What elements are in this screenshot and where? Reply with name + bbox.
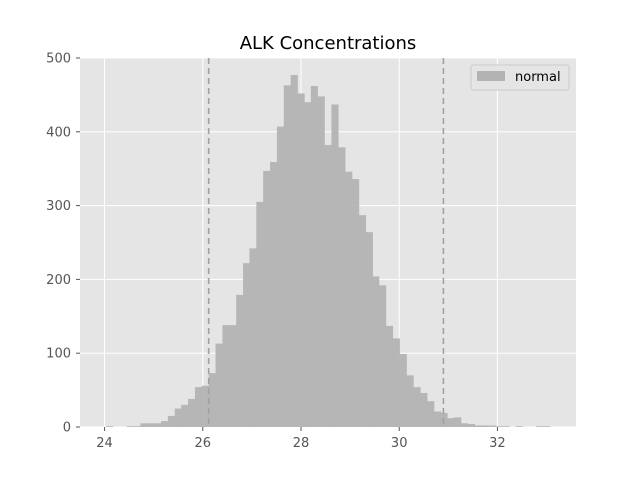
histogram-bar xyxy=(243,263,251,427)
histogram-bar xyxy=(385,325,394,427)
histogram-bar xyxy=(461,423,469,427)
histogram-bar xyxy=(379,285,387,427)
histogram-bar xyxy=(222,325,230,427)
histogram-bar xyxy=(201,385,209,427)
histogram-bar xyxy=(181,404,189,427)
histogram-bar xyxy=(208,373,216,427)
x-tick-label: 32 xyxy=(489,436,506,451)
histogram-bar xyxy=(365,232,373,427)
histogram-bar xyxy=(270,162,278,428)
histogram-bar xyxy=(536,426,544,427)
legend-swatch xyxy=(477,71,505,81)
legend-label: normal xyxy=(515,70,561,85)
histogram-bar xyxy=(194,387,203,427)
histogram-bar xyxy=(229,325,237,427)
histogram-bar xyxy=(133,426,141,427)
histogram-bar xyxy=(188,398,196,427)
x-tick-label: 30 xyxy=(391,436,408,451)
histogram-bar xyxy=(276,126,285,427)
histogram-bar xyxy=(543,426,551,427)
histogram-bar xyxy=(249,248,257,427)
histogram-bar xyxy=(399,353,407,427)
histogram-bar xyxy=(454,417,462,427)
histogram-bar xyxy=(495,426,503,427)
y-tick-label: 400 xyxy=(46,125,71,140)
histogram-bar xyxy=(434,411,442,427)
histogram-bar xyxy=(106,426,114,427)
histogram-bar xyxy=(236,294,244,427)
histogram-bar xyxy=(303,102,312,427)
histogram-bar xyxy=(154,423,162,427)
histogram-bar xyxy=(263,170,271,427)
histogram-bar xyxy=(174,408,182,427)
x-tick-label: 28 xyxy=(293,436,310,451)
histogram-bar xyxy=(358,215,367,427)
histogram-bar xyxy=(406,375,414,427)
histogram-bar xyxy=(447,418,455,427)
histogram-bar xyxy=(474,425,482,427)
histogram-bar xyxy=(392,338,400,427)
histogram-bar xyxy=(345,171,353,427)
histogram-bar xyxy=(427,401,435,427)
legend: normal xyxy=(470,64,570,91)
reference-lines xyxy=(207,58,445,427)
histogram-bar xyxy=(310,86,318,427)
histogram-bar xyxy=(481,425,489,427)
histogram-bar xyxy=(126,426,134,427)
histogram-bar xyxy=(467,424,476,427)
y-tick-label: 500 xyxy=(46,52,71,67)
chart-title: ALK Concentrations xyxy=(240,33,417,54)
histogram-bar xyxy=(297,93,305,427)
histogram-bar xyxy=(140,423,148,427)
histogram-bar xyxy=(324,145,332,428)
histogram-bar xyxy=(502,426,510,427)
histogram-bar xyxy=(283,85,291,427)
histogram-bar xyxy=(317,96,325,427)
histogram-bar xyxy=(372,276,380,427)
histogram-bar xyxy=(352,179,360,427)
y-tick-label: 0 xyxy=(63,421,71,436)
histogram-bar xyxy=(256,201,264,427)
histogram-bar xyxy=(515,426,523,427)
y-tick-label: 300 xyxy=(46,199,71,214)
y-tick-label: 200 xyxy=(46,273,71,288)
histogram-bar xyxy=(161,421,169,427)
histogram-bar xyxy=(420,393,428,427)
histogram-bar xyxy=(290,74,298,427)
y-tick-label: 100 xyxy=(46,347,71,362)
histogram-bar xyxy=(215,343,223,427)
histogram-bar xyxy=(147,423,155,427)
histogram-bar xyxy=(338,147,346,427)
x-tick-label: 26 xyxy=(194,436,211,451)
histogram-bar xyxy=(488,425,496,427)
axis-ticks: 24 26 28 30 32 0 100 200 300 400 500 xyxy=(46,52,506,452)
histogram-bar xyxy=(413,387,421,427)
histogram-bar xyxy=(167,415,176,427)
histogram-bar xyxy=(331,104,339,427)
histogram-bars xyxy=(106,74,551,428)
x-tick-label: 24 xyxy=(96,436,113,451)
